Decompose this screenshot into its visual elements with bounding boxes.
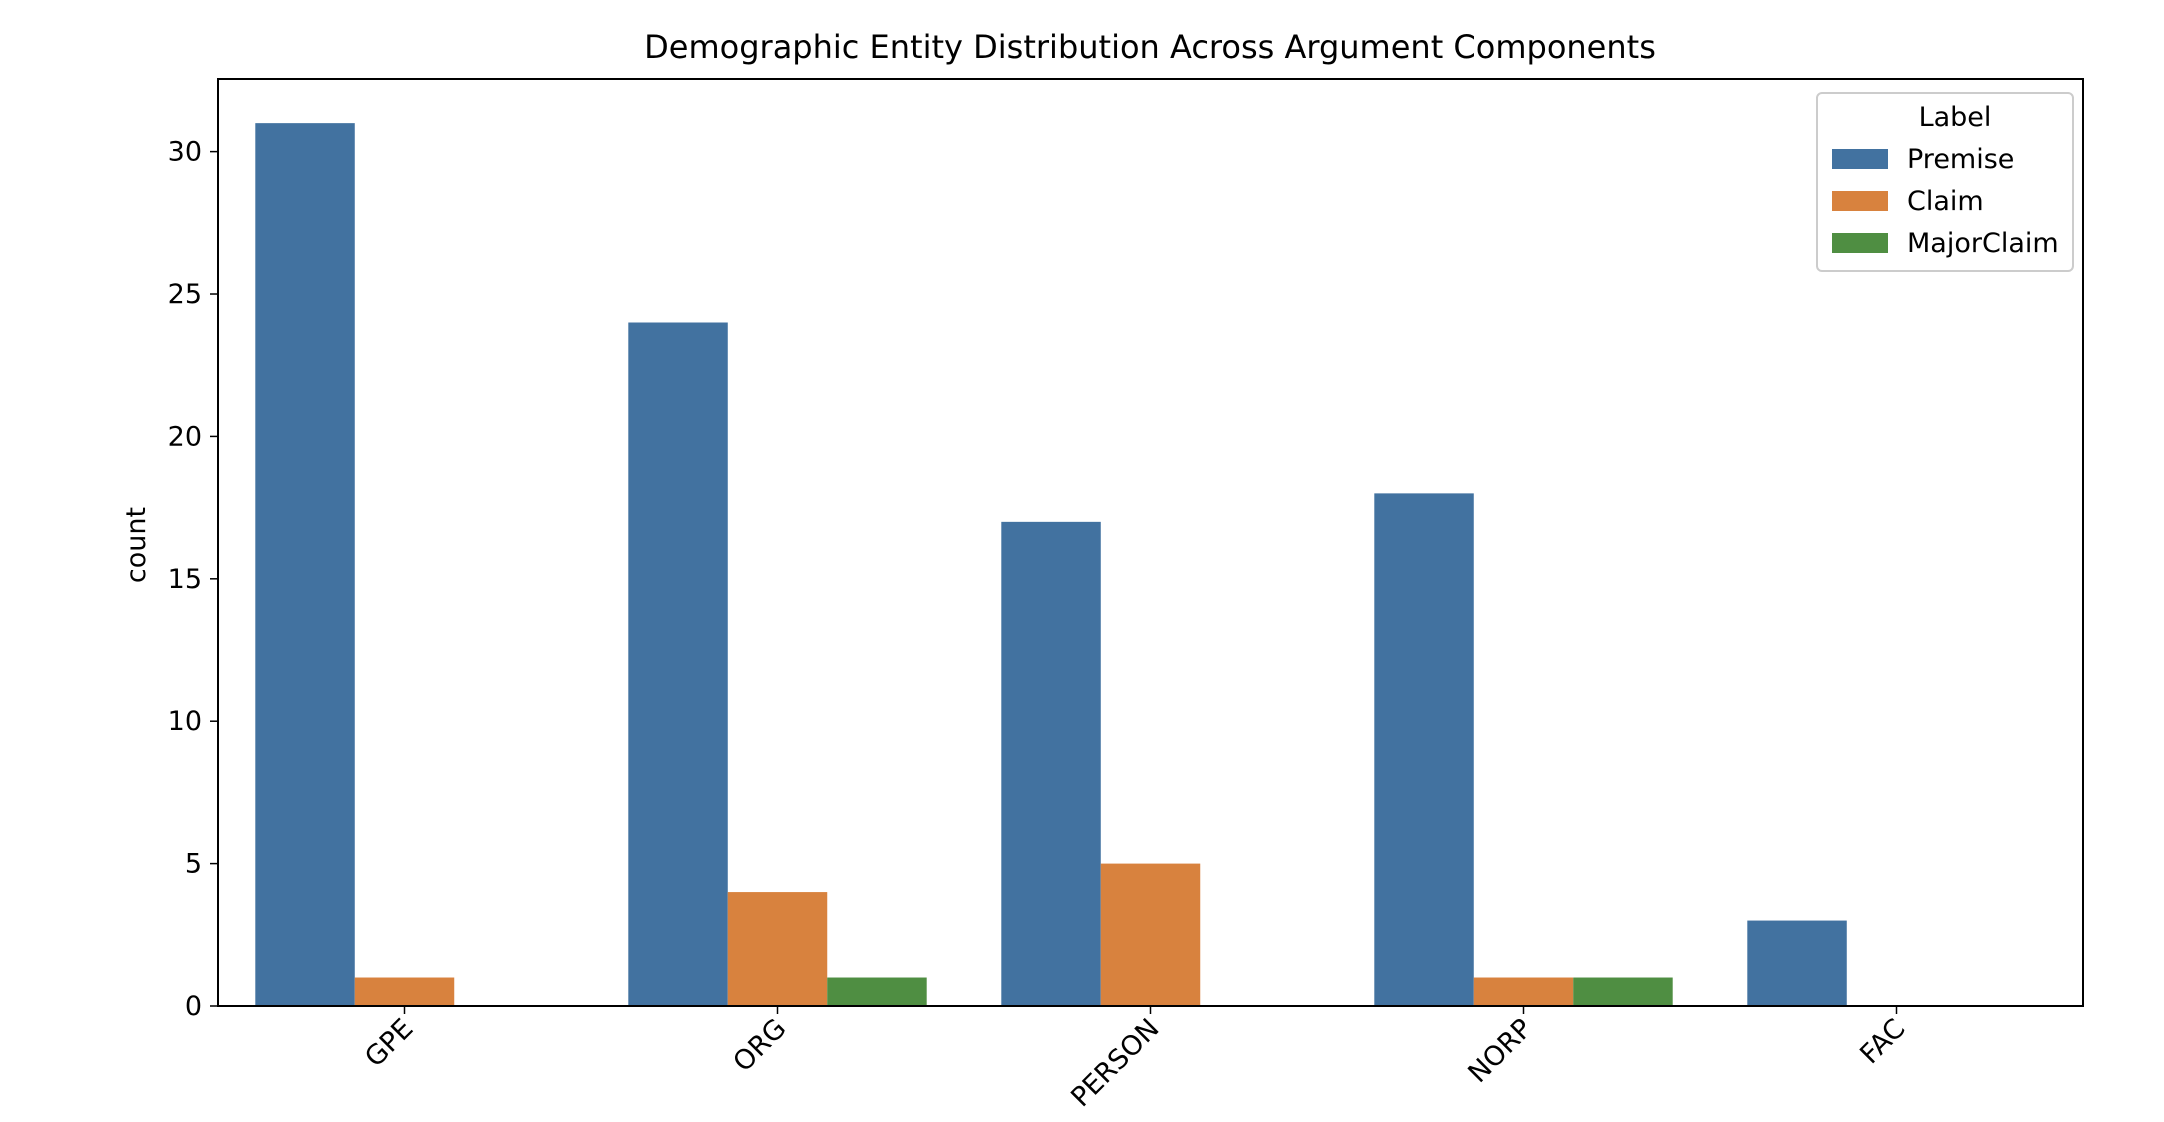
x-tick-label-gpe: GPE xyxy=(359,1013,419,1073)
y-tick-label-20: 20 xyxy=(168,421,202,452)
y-tick-label-5: 5 xyxy=(185,849,202,880)
bar-majorclaim-org xyxy=(827,977,927,1006)
x-tick-label-norp: NORP xyxy=(1462,1013,1538,1089)
bar-premise-org xyxy=(628,322,728,1006)
legend: Label Premise Claim MajorClaim xyxy=(1816,92,2074,272)
bar-claim-org xyxy=(727,892,828,1006)
legend-label-majorclaim: MajorClaim xyxy=(1907,228,2059,259)
x-tick-label-person: PERSON xyxy=(1065,1013,1165,1113)
y-tick-label-15: 15 xyxy=(168,564,202,595)
chart-title: Demographic Entity Distribution Across A… xyxy=(644,28,1656,66)
bar-premise-gpe xyxy=(255,123,355,1006)
y-tick-label-30: 30 xyxy=(168,137,202,168)
legend-label-premise: Premise xyxy=(1907,144,2014,175)
x-tick-label-fac: FAC xyxy=(1854,1013,1911,1070)
legend-swatch-claim xyxy=(1832,191,1888,211)
plot-frame xyxy=(217,78,2084,1007)
y-tick-label-10: 10 xyxy=(168,706,202,737)
bar-premise-fac xyxy=(1747,920,1847,1006)
bar-majorclaim-norp xyxy=(1573,977,1673,1006)
bar-premise-norp xyxy=(1374,493,1474,1006)
legend-label-claim: Claim xyxy=(1907,186,1984,217)
bars-layer xyxy=(255,123,1847,1006)
y-tick-label-0: 0 xyxy=(185,991,202,1022)
y-tick-label-25: 25 xyxy=(168,279,202,310)
bar-claim-gpe xyxy=(354,977,455,1006)
bar-claim-person xyxy=(1100,863,1201,1006)
bar-premise-person xyxy=(1001,521,1101,1006)
x-tick-label-org: ORG xyxy=(727,1013,792,1078)
legend-swatch-majorclaim xyxy=(1832,233,1888,253)
legend-title: Label xyxy=(1919,102,1992,133)
y-axis-label: count xyxy=(121,507,152,583)
legend-box xyxy=(1816,92,2074,272)
legend-swatch-premise xyxy=(1832,149,1888,169)
bar-claim-norp xyxy=(1473,977,1574,1006)
